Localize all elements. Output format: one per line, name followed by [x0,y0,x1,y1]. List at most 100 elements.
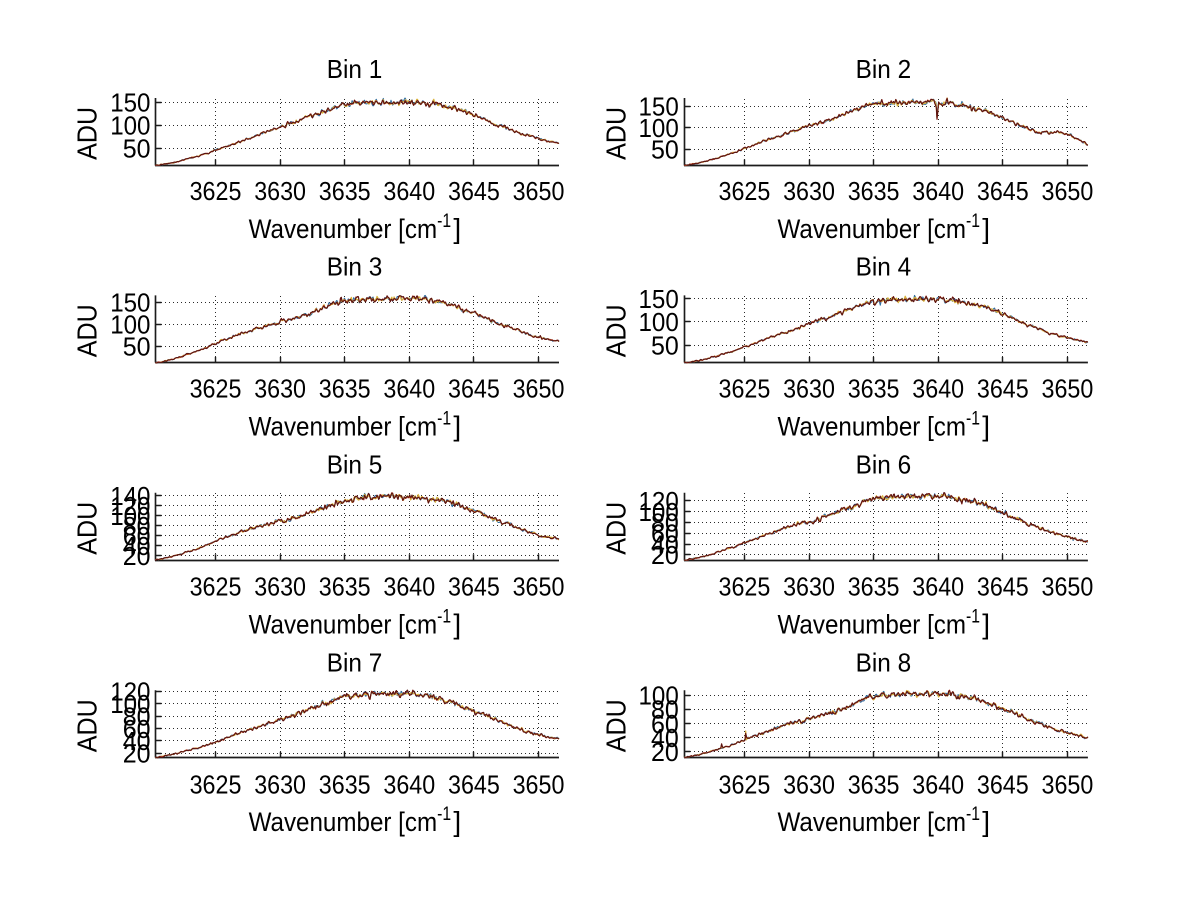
svg-text:3640: 3640 [912,769,964,799]
svg-text:Bin 2: Bin 2 [856,54,912,84]
svg-text:3645: 3645 [448,572,500,602]
svg-text:3625: 3625 [719,374,771,404]
svg-text:3625: 3625 [190,769,242,799]
svg-text:Bin 3: Bin 3 [327,252,383,282]
svg-text:100: 100 [110,501,150,531]
svg-text:3640: 3640 [383,769,435,799]
svg-text:3630: 3630 [783,176,835,206]
svg-text:3630: 3630 [254,572,306,602]
svg-text:80: 80 [123,511,151,541]
svg-text:60: 60 [651,519,679,549]
svg-text:3650: 3650 [1042,374,1094,404]
svg-text:ADU: ADU [600,107,631,160]
svg-text:Wavenumber [cm-1]: Wavenumber [cm-1] [249,803,462,837]
svg-text:140: 140 [110,481,150,511]
svg-text:3640: 3640 [383,572,435,602]
svg-text:3635: 3635 [848,572,900,602]
svg-text:40: 40 [123,726,151,756]
svg-text:3635: 3635 [848,374,900,404]
svg-text:3640: 3640 [383,176,435,206]
svg-text:50: 50 [651,330,679,360]
svg-text:Bin 1: Bin 1 [327,54,383,84]
svg-text:Wavenumber [cm-1]: Wavenumber [cm-1] [778,803,991,837]
svg-text:ADU: ADU [600,699,631,752]
svg-text:3635: 3635 [848,769,900,799]
svg-text:ADU: ADU [600,304,631,357]
svg-text:3625: 3625 [719,572,771,602]
svg-text:Bin 7: Bin 7 [327,647,383,677]
svg-text:100: 100 [110,110,150,140]
svg-text:3630: 3630 [254,176,306,206]
svg-text:60: 60 [123,521,151,551]
svg-text:3645: 3645 [977,176,1029,206]
svg-text:3650: 3650 [513,374,565,404]
svg-text:3640: 3640 [912,572,964,602]
svg-text:Wavenumber [cm-1]: Wavenumber [cm-1] [778,408,991,442]
svg-text:Bin 5: Bin 5 [327,450,383,480]
svg-text:20: 20 [123,739,151,769]
svg-text:60: 60 [123,714,151,744]
svg-text:ADU: ADU [600,502,631,555]
svg-text:ADU: ADU [72,699,103,752]
svg-text:100: 100 [639,681,679,711]
svg-text:3650: 3650 [513,176,565,206]
svg-text:3630: 3630 [783,572,835,602]
svg-text:ADU: ADU [72,304,103,357]
svg-text:100: 100 [639,307,679,337]
svg-text:120: 120 [110,491,150,521]
svg-text:40: 40 [651,529,679,559]
svg-text:150: 150 [639,284,679,314]
svg-text:3650: 3650 [1042,176,1094,206]
svg-text:3650: 3650 [513,572,565,602]
svg-text:3625: 3625 [719,769,771,799]
svg-text:3640: 3640 [912,374,964,404]
svg-text:100: 100 [639,113,679,143]
svg-text:3635: 3635 [319,769,371,799]
svg-text:3645: 3645 [448,769,500,799]
svg-text:50: 50 [651,135,679,165]
svg-text:150: 150 [639,92,679,122]
svg-text:40: 40 [123,531,151,561]
svg-text:100: 100 [110,309,150,339]
svg-text:50: 50 [123,133,151,163]
svg-text:3625: 3625 [190,176,242,206]
svg-text:100: 100 [639,497,679,527]
svg-text:3630: 3630 [783,769,835,799]
svg-text:3630: 3630 [254,374,306,404]
svg-text:3630: 3630 [254,769,306,799]
svg-text:50: 50 [123,331,151,361]
svg-text:3635: 3635 [848,176,900,206]
svg-text:20: 20 [123,541,151,571]
svg-text:80: 80 [651,508,679,538]
svg-text:3635: 3635 [319,374,371,404]
svg-text:Wavenumber [cm-1]: Wavenumber [cm-1] [249,408,462,442]
svg-text:3635: 3635 [319,176,371,206]
svg-text:3625: 3625 [190,374,242,404]
svg-text:80: 80 [123,701,151,731]
svg-text:40: 40 [651,723,679,753]
svg-text:80: 80 [651,695,679,725]
svg-text:3645: 3645 [448,374,500,404]
svg-text:3645: 3645 [448,176,500,206]
svg-text:3650: 3650 [1042,769,1094,799]
svg-text:20: 20 [651,737,679,767]
svg-text:3645: 3645 [977,374,1029,404]
svg-text:Bin 4: Bin 4 [856,252,912,282]
svg-text:ADU: ADU [72,502,103,555]
svg-text:Wavenumber [cm-1]: Wavenumber [cm-1] [249,210,462,244]
svg-text:150: 150 [110,88,150,118]
svg-text:20: 20 [651,540,679,570]
svg-text:Wavenumber [cm-1]: Wavenumber [cm-1] [778,210,991,244]
svg-text:120: 120 [110,677,150,707]
svg-text:3640: 3640 [383,374,435,404]
svg-text:Bin 8: Bin 8 [856,647,912,677]
svg-text:120: 120 [639,486,679,516]
svg-text:Wavenumber [cm-1]: Wavenumber [cm-1] [249,605,462,639]
svg-text:150: 150 [110,288,150,318]
svg-text:3645: 3645 [977,572,1029,602]
svg-text:60: 60 [651,709,679,739]
svg-text:3630: 3630 [783,374,835,404]
svg-text:3645: 3645 [977,769,1029,799]
svg-text:3640: 3640 [912,176,964,206]
svg-text:3625: 3625 [190,572,242,602]
